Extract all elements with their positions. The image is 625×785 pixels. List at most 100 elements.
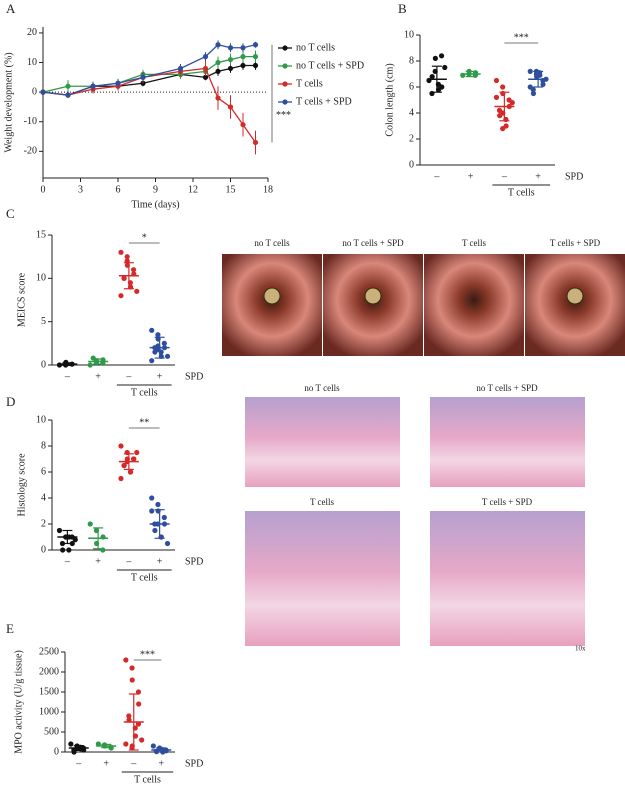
y-axis-label: Colon length (cm) <box>384 63 395 136</box>
x-tick-label: 0 <box>41 184 46 195</box>
y-tick-label: 4 <box>409 107 414 118</box>
marker <box>140 74 146 80</box>
data-point <box>527 68 533 74</box>
marker <box>227 56 234 63</box>
marker <box>240 54 246 60</box>
data-point <box>124 254 130 260</box>
y-tick-label: 1500 <box>39 686 59 697</box>
image-label: no T cells <box>254 238 290 248</box>
data-point <box>135 689 142 695</box>
data-point <box>164 353 171 359</box>
y-axis-label: Histology score <box>16 453 27 517</box>
legend-label: T cells <box>296 78 323 89</box>
series-line <box>42 55 256 93</box>
data-point <box>164 540 171 547</box>
marker <box>252 42 259 48</box>
y-tick-label: 0 <box>409 159 414 170</box>
endoscope-tip <box>263 287 281 305</box>
y-tick-label: 20 <box>27 27 37 38</box>
legend-marker <box>282 81 288 87</box>
group-label: T cells <box>508 187 535 198</box>
marker <box>240 45 246 51</box>
category-label: – <box>501 171 508 182</box>
histology-image <box>245 511 400 646</box>
significance: *** <box>140 649 155 660</box>
image-label: no T cells <box>304 383 340 393</box>
endoscopy-image <box>323 254 423 356</box>
endoscope-tip <box>364 287 382 305</box>
category-label: – <box>64 556 71 567</box>
group-label: T cells <box>131 387 158 398</box>
marker <box>227 65 234 72</box>
x-tick-label: 12 <box>188 184 198 195</box>
data-point <box>68 741 74 747</box>
y-tick-label: 1000 <box>39 706 59 717</box>
marker <box>177 65 184 72</box>
data-point <box>87 521 93 527</box>
marker <box>65 92 71 98</box>
y-tick-label: -10 <box>24 116 37 127</box>
data-point <box>155 332 161 338</box>
data-point <box>152 527 158 534</box>
marker <box>240 62 246 69</box>
data-point <box>438 53 445 59</box>
category-label: + <box>157 556 163 567</box>
y-axis-label: MEICS score <box>16 272 27 327</box>
data-point <box>432 55 438 62</box>
image-label: T cells <box>310 497 335 507</box>
data-point <box>500 84 506 90</box>
data-point <box>540 81 546 87</box>
x-tick-label: 6 <box>116 184 121 195</box>
data-point <box>509 100 515 106</box>
group-label: T cells <box>131 572 158 583</box>
category-label: + <box>103 758 109 769</box>
category-label: + <box>157 371 163 382</box>
y-tick-label: 5 <box>41 316 46 327</box>
data-point <box>66 547 72 553</box>
data-point <box>149 495 155 501</box>
y-axis-label: Weight development (%) <box>3 52 14 152</box>
marker <box>65 83 71 89</box>
data-point <box>530 90 537 97</box>
series-line <box>42 64 256 96</box>
image-label: no T cells + SPD <box>342 238 404 248</box>
y-tick-label: -20 <box>24 146 37 157</box>
category-label: – <box>433 171 440 182</box>
endoscope-tip <box>566 287 584 305</box>
data-point <box>118 293 124 299</box>
category-label: + <box>158 758 164 769</box>
endoscopy-image <box>222 254 322 356</box>
y-tick-label: 2000 <box>39 666 59 677</box>
data-point <box>123 657 129 663</box>
y-tick-label: 10 <box>36 414 46 425</box>
category-label: – <box>125 556 132 567</box>
y-axis-label: MPO activity (U/g tissue) <box>13 650 24 754</box>
data-point <box>134 288 140 294</box>
category-label: + <box>535 171 541 182</box>
data-point <box>118 475 124 482</box>
data-point <box>500 126 506 132</box>
data-point <box>527 84 533 90</box>
marker <box>202 65 209 72</box>
legend-label: T cells + SPD <box>296 96 352 107</box>
data-point <box>429 74 435 80</box>
data-point <box>87 362 93 368</box>
factor-label: SPD <box>185 371 203 382</box>
data-point <box>130 267 137 273</box>
panel-letter: A <box>6 1 16 16</box>
histology-image <box>430 397 585 487</box>
data-point <box>121 275 127 281</box>
category-label: – <box>125 371 132 382</box>
data-point <box>118 249 124 255</box>
x-tick-label: 18 <box>263 184 273 195</box>
data-point <box>139 737 145 743</box>
data-point <box>161 340 167 346</box>
x-tick-label: 9 <box>153 184 158 195</box>
category-label: – <box>64 371 71 382</box>
y-tick-label: 6 <box>41 466 46 477</box>
legend-label: no T cells + SPD <box>296 60 364 71</box>
data-point <box>149 358 155 364</box>
endoscopy-image <box>424 254 524 356</box>
data-point <box>126 713 132 719</box>
